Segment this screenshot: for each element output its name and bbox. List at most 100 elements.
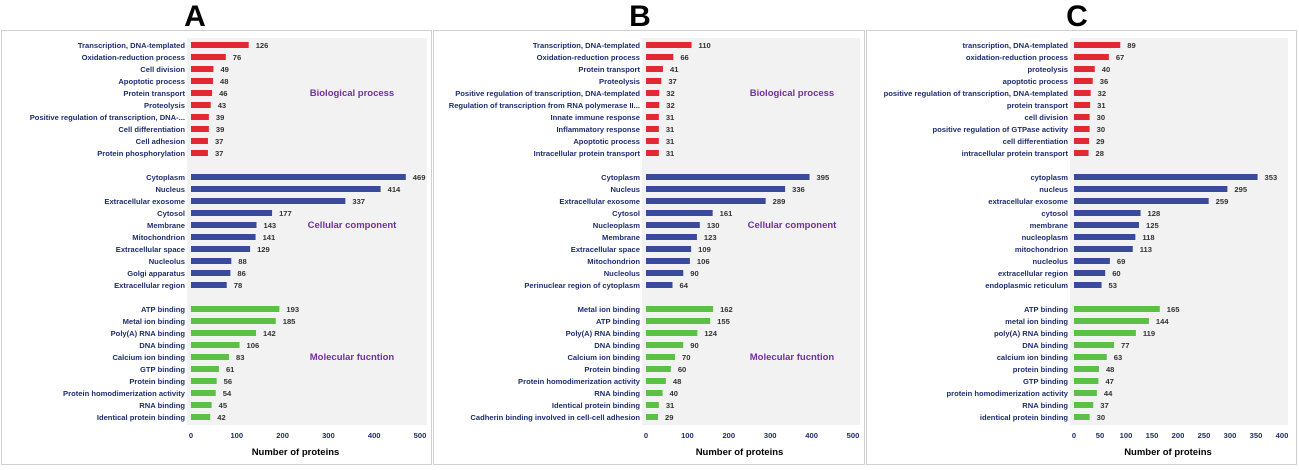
value-label: 353 <box>1265 173 1278 182</box>
bar-bp <box>646 66 663 72</box>
category-label: Membrane <box>602 233 640 242</box>
category-label: Positive regulation of transcription, DN… <box>30 113 185 122</box>
bar-cc <box>646 270 684 276</box>
category-label: Positive regulation of transcription, DN… <box>455 89 640 98</box>
category-label: Nucleus <box>610 185 640 194</box>
value-label: 177 <box>279 209 292 218</box>
x-tick-label: 0 <box>644 431 648 440</box>
value-label: 69 <box>1117 257 1125 266</box>
category-label: Cadherin binding involved in cell-cell a… <box>470 413 640 422</box>
bar-mf <box>1074 378 1099 384</box>
value-label: 31 <box>666 113 675 122</box>
bar-bp <box>646 42 692 48</box>
bar-mf <box>1074 318 1149 324</box>
x-tick-label: 350 <box>1250 431 1263 440</box>
bar-mf <box>1074 330 1136 336</box>
bar-mf <box>1074 390 1097 396</box>
value-label: 88 <box>238 257 246 266</box>
category-label: intracellular protein transport <box>962 149 1069 158</box>
value-label: 124 <box>704 329 717 338</box>
bar-cc <box>646 246 692 252</box>
x-tick-label: 100 <box>1120 431 1133 440</box>
value-label: 40 <box>670 389 678 398</box>
category-label: identical protein binding <box>980 413 1069 422</box>
bar-cc <box>646 198 766 204</box>
value-label: 469 <box>413 173 426 182</box>
value-label: 39 <box>216 113 224 122</box>
value-label: 106 <box>697 257 710 266</box>
category-label: Apoptotic process <box>118 77 185 86</box>
category-label: Golgi apparatus <box>127 269 185 278</box>
value-label: 32 <box>666 101 674 110</box>
value-label: 295 <box>1234 185 1247 194</box>
value-label: 118 <box>1142 233 1154 242</box>
bar-cc <box>191 210 273 216</box>
bar-cc <box>191 222 257 228</box>
x-axis-title: Number of proteins <box>252 447 340 458</box>
category-label: cell differentiation <box>1003 137 1069 146</box>
category-label: Oxidation-reduction process <box>537 53 640 62</box>
category-label: nucleolus <box>1033 257 1068 266</box>
category-label: extracellular region <box>998 269 1068 278</box>
value-label: 47 <box>1105 377 1113 386</box>
panel-label-b: B <box>629 0 651 33</box>
value-label: 165 <box>1167 305 1180 314</box>
bar-bp <box>191 126 209 132</box>
bar-cc <box>1074 198 1209 204</box>
value-label: 43 <box>218 101 226 110</box>
x-tick-label: 400 <box>805 431 818 440</box>
category-label: extracellular exosome <box>988 197 1068 206</box>
value-label: 128 <box>1148 209 1161 218</box>
x-tick-label: 400 <box>1276 431 1289 440</box>
bar-mf <box>646 402 659 408</box>
value-label: 42 <box>217 413 225 422</box>
bar-mf <box>1074 402 1094 408</box>
value-label: 31 <box>666 125 675 134</box>
x-tick-label: 100 <box>230 431 243 440</box>
plot-area <box>1070 38 1288 425</box>
bar-bp <box>191 90 213 96</box>
category-label: Protein transport <box>123 89 185 98</box>
value-label: 31 <box>1097 101 1106 110</box>
value-label: 60 <box>1112 269 1120 278</box>
category-label: cytoplasm <box>1030 173 1068 182</box>
value-label: 143 <box>263 221 276 230</box>
category-label: Cell differentiation <box>118 125 185 134</box>
bar-cc <box>1074 234 1136 240</box>
category-label: Membrane <box>147 221 185 230</box>
group-title: Biological process <box>310 88 394 99</box>
category-label: Protein homodimerization activity <box>63 389 186 398</box>
value-label: 28 <box>1096 149 1104 158</box>
value-label: 37 <box>215 137 223 146</box>
bar-cc <box>191 186 381 192</box>
bar-mf <box>646 330 698 336</box>
bar-cc <box>646 210 713 216</box>
category-label: Extracellular space <box>116 245 185 254</box>
group-title: Molecular fucntion <box>750 352 835 363</box>
category-label: positive regulation of GTPase activity <box>933 125 1069 134</box>
value-label: 36 <box>1100 77 1108 86</box>
bar-mf <box>646 378 666 384</box>
bar-cc <box>191 282 227 288</box>
category-label: DNA binding <box>139 341 185 350</box>
value-label: 44 <box>1104 389 1113 398</box>
category-label: positive regulation of transcription, DN… <box>884 89 1069 98</box>
x-tick-label: 300 <box>764 431 777 440</box>
category-label: RNA binding <box>139 401 185 410</box>
bar-cc <box>646 186 786 192</box>
value-label: 41 <box>670 65 679 74</box>
bar-cc <box>1074 210 1141 216</box>
value-label: 130 <box>707 221 720 230</box>
bar-bp <box>1074 126 1090 132</box>
value-label: 110 <box>699 41 711 50</box>
bar-bp <box>191 54 226 60</box>
value-label: 48 <box>1106 365 1114 374</box>
value-label: 60 <box>678 365 686 374</box>
bar-bp <box>646 90 660 96</box>
category-label: Protein binding <box>584 365 640 374</box>
bar-cc <box>646 258 690 264</box>
value-label: 144 <box>1156 317 1169 326</box>
category-label: Mitochondrion <box>132 233 185 242</box>
value-label: 129 <box>257 245 270 254</box>
